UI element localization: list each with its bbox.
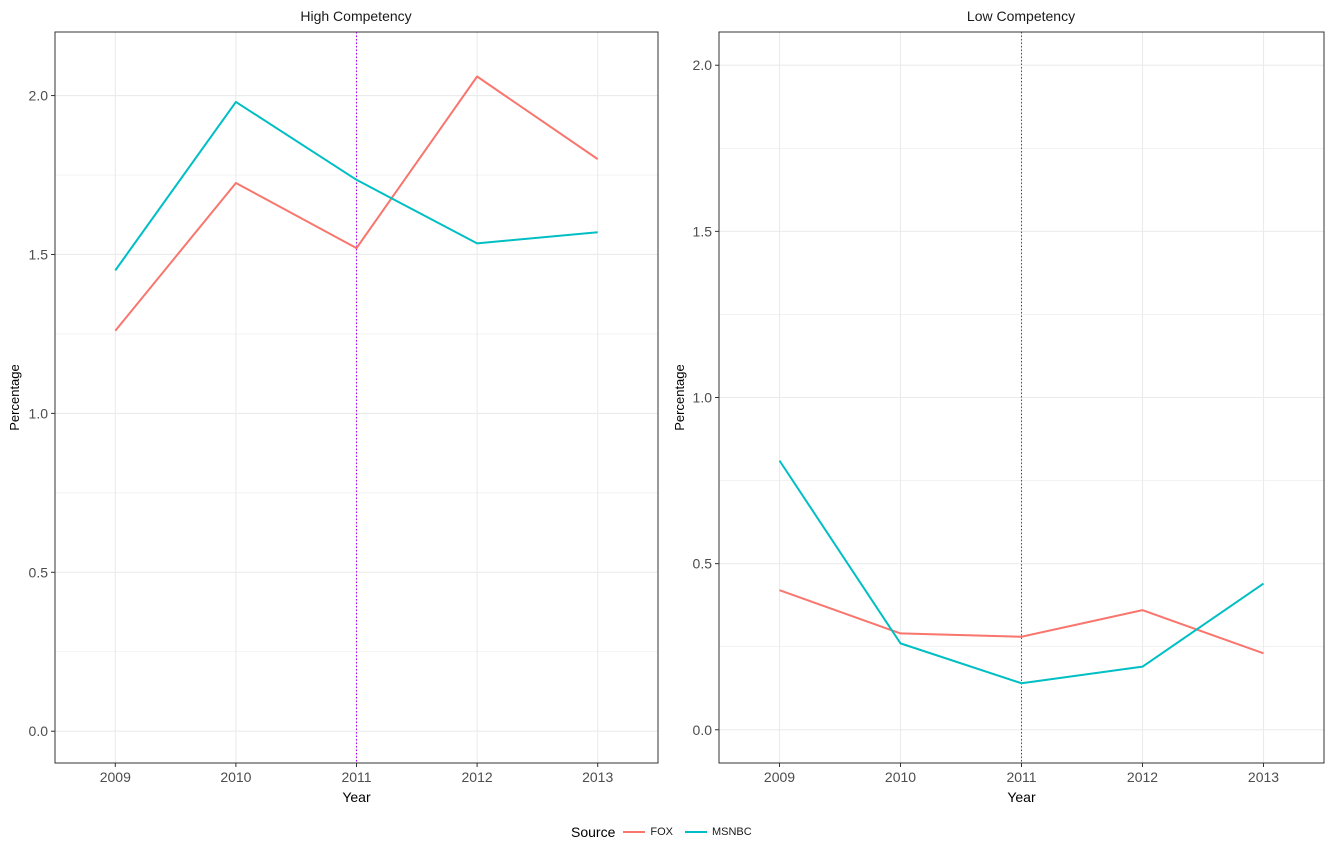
legend-label-msnbc: MSNBC [711,826,752,838]
legend-title: Source [571,824,616,840]
legend-key-msnbc [684,831,707,833]
y-tick-label: 0.0 [693,722,713,738]
legend-label-fox: FOX [650,826,673,838]
y-tick-label: 2.0 [29,88,49,104]
x-tick-label: 2011 [1006,769,1036,785]
series-line-msnbc [114,100,598,271]
series-line-msnbc [778,460,1265,685]
legend: Source FOX MSNBC [571,822,764,842]
y-axis-title: Percentage [7,364,22,431]
panel-title: High Competency [300,8,411,24]
x-tick-label: 2010 [220,769,251,785]
y-tick-label: 0.5 [29,564,49,580]
x-axis-title: Year [1007,789,1036,805]
panel-low-competency: 0.0 0.5 1.0 1.5 2.0 2009 2010 2011 2012 2013 Low C… [672,8,1325,805]
y-tick-label: 1.0 [693,390,713,406]
y-tick-label: 0.5 [693,556,713,572]
y-tick-label: 1.0 [29,405,49,421]
x-tick-label: 2013 [1248,769,1279,785]
y-tick-label: 0.0 [29,723,49,739]
y-tick-label: 1.5 [29,246,49,262]
x-tick-label: 2009 [100,769,131,785]
x-tick-label: 2012 [1127,769,1158,785]
x-tick-label: 2011 [341,769,371,785]
y-tick-label: 2.0 [693,57,713,73]
panel-high-competency: 0.0 0.5 1.0 1.5 2.0 2009 2010 2011 2012 2013 High … [7,8,659,805]
x-tick-label: 2010 [885,769,916,785]
x-tick-label: 2009 [764,769,795,785]
y-axis-title: Percentage [672,364,687,431]
x-axis-title: Year [342,789,371,805]
x-tick-label: 2012 [462,769,493,785]
series-line-fox [114,75,599,332]
x-tick-label: 2013 [582,769,613,785]
y-tick-label: 1.5 [693,223,713,239]
legend-key-fox [623,831,646,833]
series-line-fox [779,589,1264,655]
panel-title: Low Competency [967,8,1075,24]
